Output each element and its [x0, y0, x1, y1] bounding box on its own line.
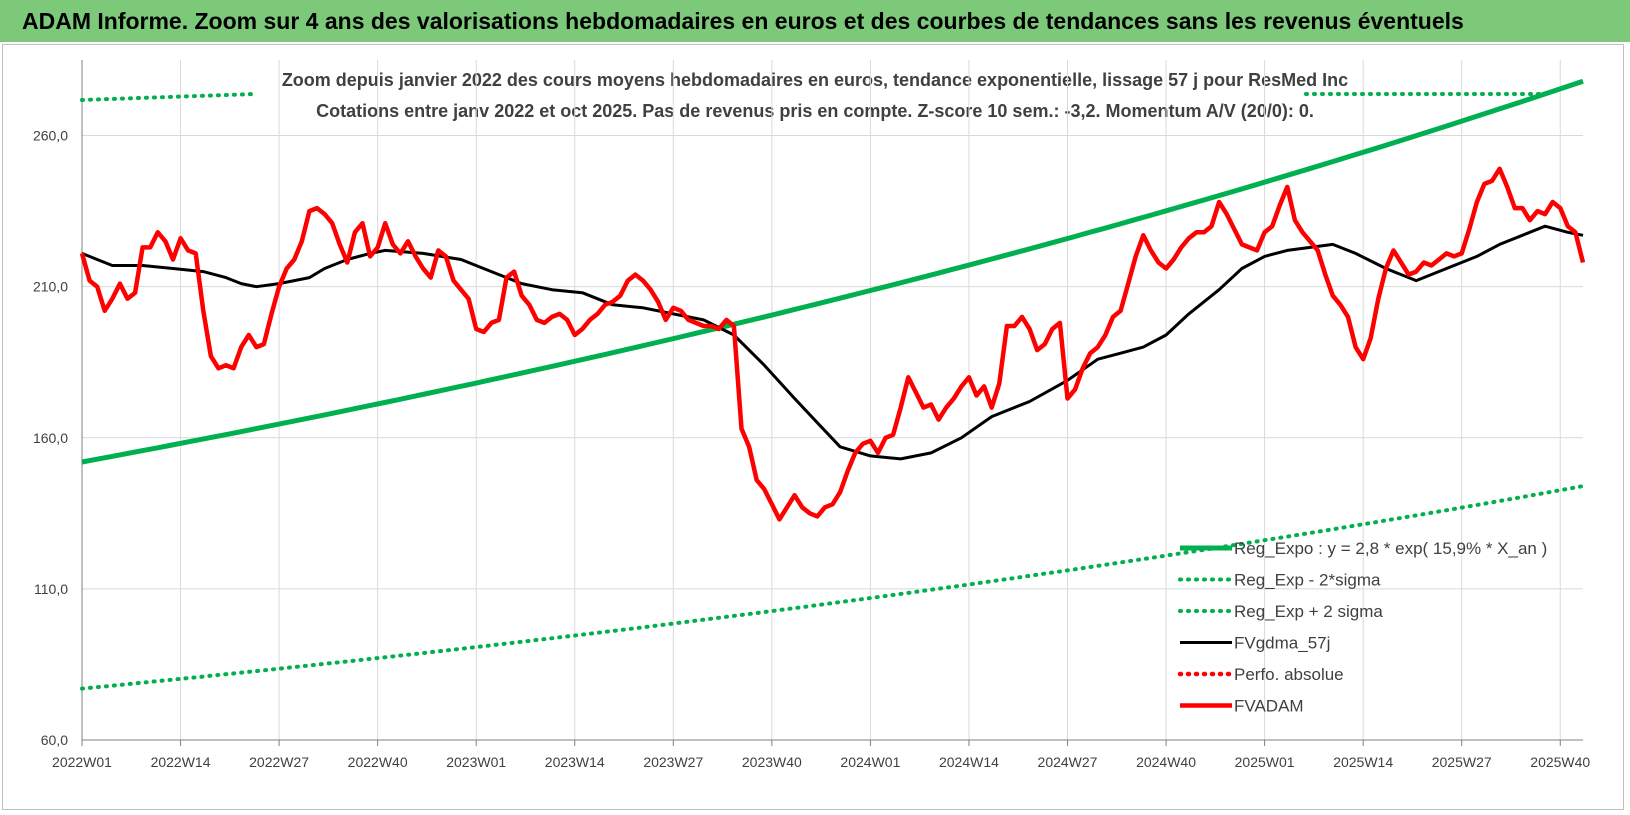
chart-subtitle: Cotations entre janv 2022 et oct 2025. P… [316, 101, 1314, 121]
legend-perfo-absolue-label: Perfo. absolue [1234, 665, 1344, 684]
legend-reg-exp-plus-label: Reg_Exp + 2 sigma [1234, 602, 1383, 621]
x-tick-label: 2022W01 [52, 754, 112, 770]
y-tick-label: 60,0 [41, 732, 68, 748]
x-tick-label: 2022W27 [249, 754, 309, 770]
y-tick-label: 110,0 [34, 581, 68, 597]
x-tick-label: 2023W27 [643, 754, 703, 770]
x-tick-label: 2024W14 [939, 754, 999, 770]
y-tick-label: 160,0 [33, 430, 68, 446]
fvgdma-57j-line [81, 224, 1584, 461]
x-tick-label: 2024W40 [1136, 754, 1196, 770]
title-banner: ADAM Informe. Zoom sur 4 ans des valoris… [0, 0, 1630, 42]
x-tick-label: 2022W14 [151, 754, 211, 770]
y-tick-label: 260,0 [33, 128, 68, 144]
x-tick-label: 2025W27 [1432, 754, 1492, 770]
chart-frame [2, 44, 1624, 810]
x-tick-label: 2025W01 [1235, 754, 1295, 770]
legend-reg-expo-label: Reg_Expo : y = 2,8 * exp( 15,9% * X_an ) [1234, 539, 1547, 558]
banner-title: ADAM Informe. Zoom sur 4 ans des valoris… [22, 8, 1464, 34]
x-tick-label: 2023W01 [446, 754, 506, 770]
y-tick-label: 210,0 [33, 279, 68, 295]
x-tick-label: 2024W01 [840, 754, 900, 770]
x-tick-label: 2022W40 [348, 754, 408, 770]
x-tick-label: 2023W40 [742, 754, 802, 770]
fvadam-line [79, 166, 1586, 522]
x-tick-label: 2025W40 [1530, 754, 1590, 770]
x-tick-label: 2023W14 [545, 754, 605, 770]
legend-fvgdma-label: FVgdma_57j [1234, 634, 1330, 653]
x-tick-label: 2025W14 [1333, 754, 1393, 770]
legend-fvadam-label: FVADAM [1234, 697, 1304, 716]
reg-expo-line [81, 78, 1584, 465]
chart-title: Zoom depuis janvier 2022 des cours moyen… [282, 70, 1348, 90]
reg-exp-plus-2sigma-line [80, 92, 257, 102]
x-tick-label: 2024W27 [1038, 754, 1098, 770]
legend-reg-exp-minus-label: Reg_Exp - 2*sigma [1234, 571, 1381, 590]
